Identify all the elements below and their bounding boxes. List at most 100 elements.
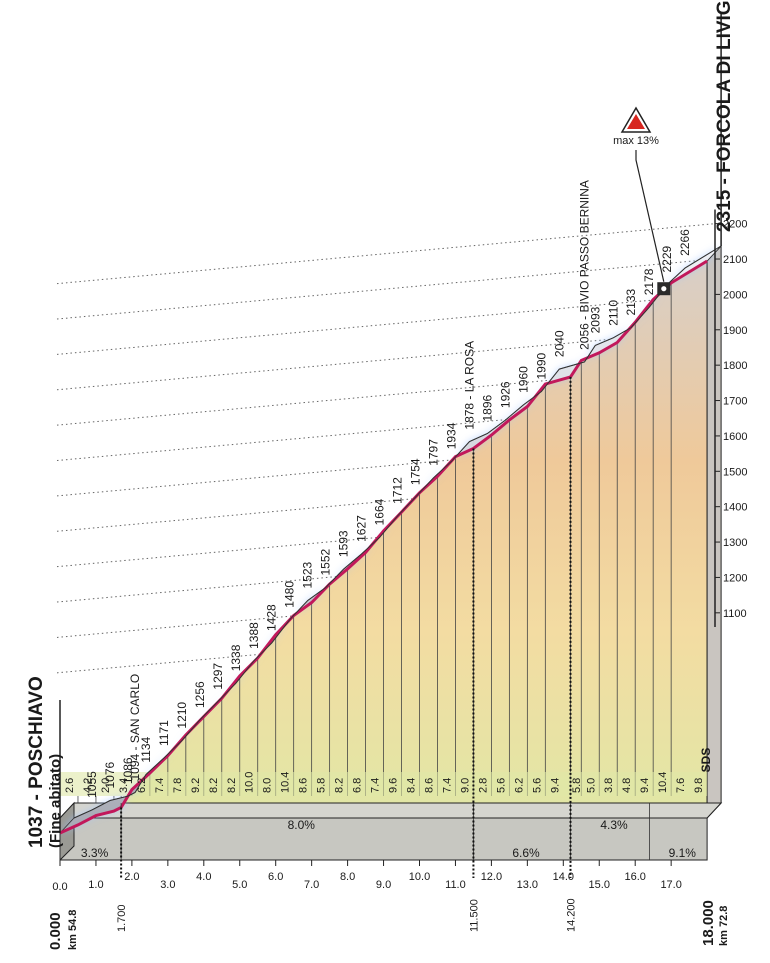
elevation-label: 1896 (480, 394, 494, 421)
segment-gradient: 9.8 (693, 778, 705, 793)
segment-gradient: 5.6 (531, 778, 543, 793)
elevation-label: 1256 (193, 681, 207, 708)
km-label: 16.0 (624, 871, 645, 883)
segment-gradient: 6.2 (513, 778, 525, 793)
elevation-label: 1878 - LA ROSA (463, 341, 477, 430)
section-gradient: 3.3% (81, 846, 109, 860)
km-special-label: 1.700 (116, 904, 128, 932)
km-label: 14.0 (553, 871, 574, 883)
km-label: 2.0 (124, 871, 139, 883)
elevation-label: 2229 (660, 245, 674, 272)
elevation-label: 2178 (642, 268, 656, 295)
finish-elevation-name: 2315 - FORCOLA DI LIVIGNO (714, 0, 735, 232)
elevation-label: 1094 - SAN CARLO (128, 674, 142, 781)
section-strip (59, 817, 708, 861)
km-label: 4.0 (196, 871, 211, 883)
segment-gradient: 9.6 (388, 778, 400, 793)
elevation-label: 1055 (85, 771, 99, 798)
segment-gradient: 7.6 (675, 778, 687, 793)
start-note: (Fine abitato) (47, 754, 64, 848)
segment-gradient: 8.0 (262, 778, 274, 793)
segment-gradient: 3.8 (603, 778, 615, 793)
elevation-label: 2110 (606, 300, 620, 326)
altitude-label: 1700 (723, 396, 747, 408)
altitude-label: 1300 (723, 537, 747, 549)
elevation-label: 2040 (552, 330, 566, 357)
km-label: 3.0 (160, 879, 175, 891)
elevation-label: 1664 (373, 498, 387, 525)
km-label: 6.0 (268, 871, 283, 883)
segment-gradient: 8.6 (424, 778, 436, 793)
km-label: 17.0 (660, 879, 681, 891)
segment-gradient: 10.4 (657, 772, 669, 793)
finish-km-total: km 72.8 (718, 906, 730, 946)
km-label: 0.0 (52, 881, 67, 893)
elevation-label: 1593 (337, 530, 351, 557)
finish-km: 18.000 (700, 900, 717, 946)
segment-gradient: 5.8 (571, 778, 583, 793)
segment-gradient: 5.6 (495, 778, 507, 793)
altitude-label: 1500 (723, 466, 747, 478)
segment-gradient: 6.8 (352, 778, 364, 793)
elevation-label: 1627 (355, 515, 369, 542)
segment-gradient: 3.4 (118, 778, 130, 793)
section-gradient: 9.1% (669, 846, 697, 860)
segment-gradient: 9.0 (459, 778, 471, 793)
segment-gradient: 8.2 (226, 778, 238, 793)
elevation-label: 1086 (121, 757, 135, 784)
elevation-label: 2133 (624, 288, 638, 315)
profile-line (59, 259, 708, 835)
elevation-label: 1297 (211, 663, 225, 690)
elevation-label: 1428 (265, 604, 279, 631)
km-label: 1.0 (88, 879, 103, 891)
elevation-label: 1934 (445, 422, 459, 449)
gradient-strip (60, 772, 708, 796)
elevation-label: 1523 (301, 561, 315, 588)
altitude-label: 1900 (723, 325, 747, 337)
finish-title: 2315 - FORCOLA DI LIVIGNO (714, 0, 735, 232)
max-gradient-sign: max 13% (613, 106, 671, 296)
segment-gradient: 7.4 (370, 778, 382, 793)
elevation-label: 2266 (678, 229, 692, 256)
segment-gradient: 9.2 (190, 778, 202, 793)
elevation-label: 1134 (139, 736, 153, 762)
elevation-label: 1480 (283, 581, 297, 608)
start-km: 0.000 (47, 912, 64, 950)
elevation-label: 1797 (427, 439, 441, 466)
segment-gradient: 8.2 (208, 778, 220, 793)
segment-gradient: 8.4 (406, 778, 418, 793)
km-label: 11.0 (445, 879, 466, 891)
km-special-label: 11.500 (468, 899, 480, 932)
segment-gradient: 10.4 (280, 772, 292, 793)
segment-gradient: 7.4 (442, 778, 454, 793)
segment-gradient: 9.4 (549, 778, 561, 793)
km-label: 7.0 (304, 879, 319, 891)
segment-gradient: 6.2 (136, 778, 148, 793)
section-gradient: 4.3% (600, 818, 628, 832)
section-gradient: 6.6% (512, 846, 540, 860)
segment-gradient: 7.8 (172, 778, 184, 793)
segment-gradient: 5.8 (316, 778, 328, 793)
km-label: 8.0 (340, 871, 355, 883)
elevation-label: 1076 (103, 761, 117, 788)
km-label: 5.0 (232, 879, 247, 891)
segment-gradient: 8.6 (298, 778, 310, 793)
fill-layer (58, 244, 723, 862)
segment-gradient: 2.8 (477, 778, 489, 793)
segment-gradient: 9.4 (639, 778, 651, 793)
grid-line (56, 223, 716, 285)
elevation-label: 1712 (391, 477, 405, 504)
section-gradient: 8.0% (288, 818, 316, 832)
elevation-label: 1926 (498, 381, 512, 408)
max-gradient-label: max 13% (613, 135, 659, 147)
segment-gradient: 2.6 (64, 778, 76, 793)
sds-logo: SDS (699, 748, 713, 773)
profile-end-face (706, 244, 722, 820)
altitude-label: 1200 (723, 572, 747, 584)
altitude-label: 2000 (723, 289, 747, 301)
road-layer (59, 245, 722, 835)
altitude-label: 1400 (723, 502, 747, 514)
